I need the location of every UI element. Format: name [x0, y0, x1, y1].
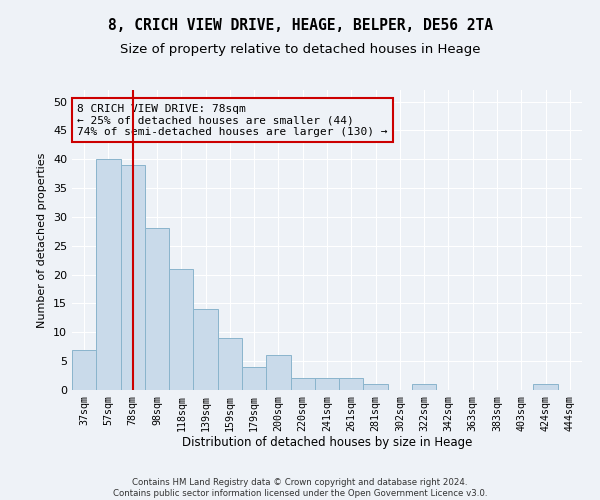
Y-axis label: Number of detached properties: Number of detached properties	[37, 152, 47, 328]
Bar	[290, 378, 315, 390]
Bar	[315, 378, 339, 390]
Text: Contains HM Land Registry data © Crown copyright and database right 2024.
Contai: Contains HM Land Registry data © Crown c…	[113, 478, 487, 498]
Bar	[193, 309, 218, 390]
Text: 8 CRICH VIEW DRIVE: 78sqm
← 25% of detached houses are smaller (44)
74% of semi-: 8 CRICH VIEW DRIVE: 78sqm ← 25% of detac…	[77, 104, 388, 136]
Bar	[218, 338, 242, 390]
Bar	[364, 384, 388, 390]
Bar	[412, 384, 436, 390]
Text: 8, CRICH VIEW DRIVE, HEAGE, BELPER, DE56 2TA: 8, CRICH VIEW DRIVE, HEAGE, BELPER, DE56…	[107, 18, 493, 32]
Bar	[242, 367, 266, 390]
Bar	[339, 378, 364, 390]
Bar	[533, 384, 558, 390]
Bar	[72, 350, 96, 390]
Bar	[96, 159, 121, 390]
Bar	[169, 269, 193, 390]
Bar	[266, 356, 290, 390]
Text: Size of property relative to detached houses in Heage: Size of property relative to detached ho…	[120, 42, 480, 56]
X-axis label: Distribution of detached houses by size in Heage: Distribution of detached houses by size …	[182, 436, 472, 450]
Bar	[145, 228, 169, 390]
Bar	[121, 165, 145, 390]
